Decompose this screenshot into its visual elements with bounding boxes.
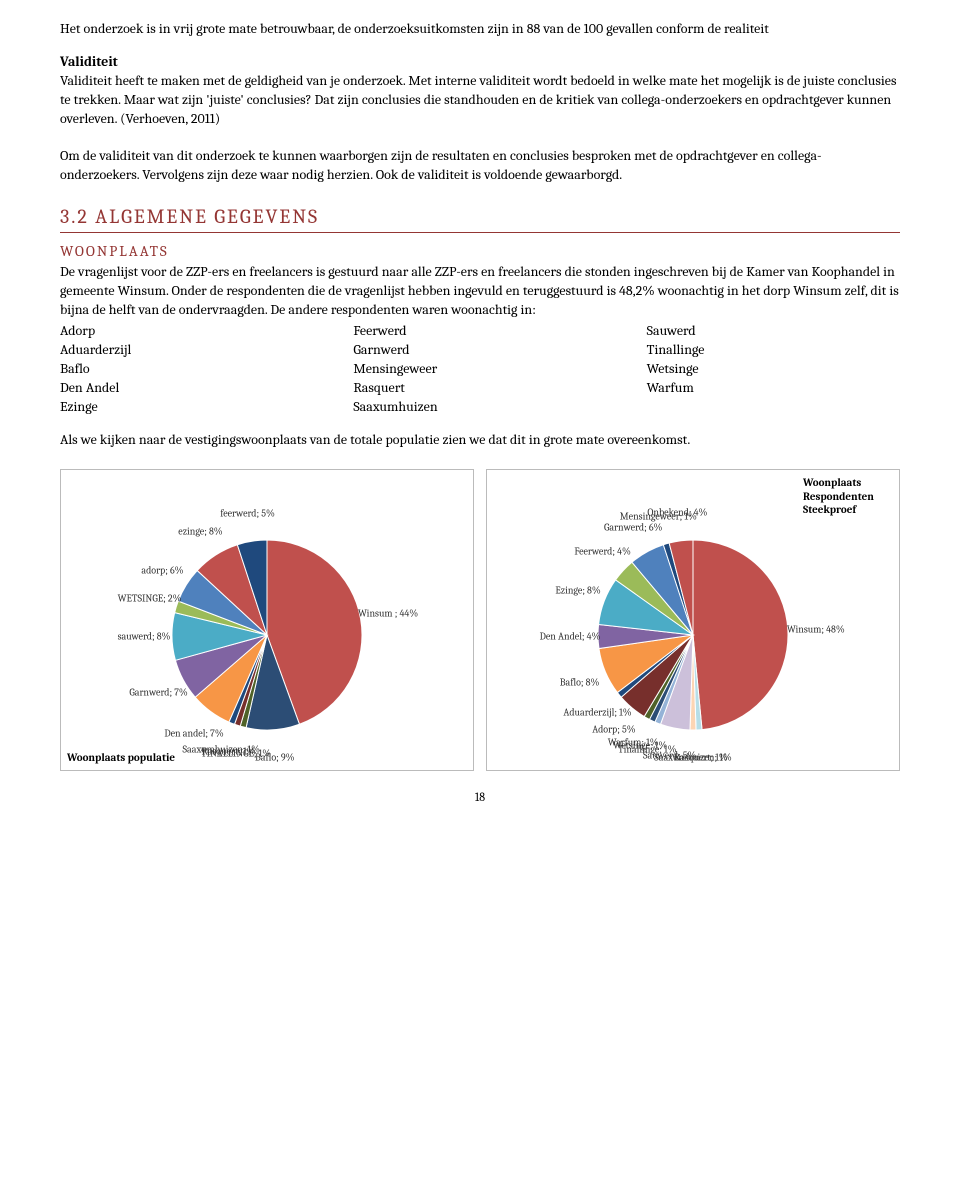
pie-label: Baflo; 8% xyxy=(560,676,600,690)
pie-label: Warfum; 1% xyxy=(608,736,659,750)
pie-label: Garnwerd; 7% xyxy=(129,687,187,701)
place-item: Tinallinge xyxy=(647,341,900,360)
place-item: Aduarderzijl xyxy=(60,341,313,360)
place-item: Rasquert xyxy=(353,379,606,398)
place-item: Baflo xyxy=(60,360,313,379)
place-item: Wetsinge xyxy=(647,360,900,379)
pie-right-svg: Winsum; 48%Rasquert; 1%Saaxumhuizen; 1%S… xyxy=(598,540,788,730)
places-col-1: Adorp Aduarderzijl Baflo Den Andel Ezing… xyxy=(60,322,313,416)
pie-label: Den andel; 7% xyxy=(164,728,223,742)
places-col-3: Sauwerd Tinallinge Wetsinge Warfum xyxy=(647,322,900,416)
pie-chart-populatie: Woonplaats populatie Winsum ; 44%Baflo; … xyxy=(60,469,474,771)
place-item: Adorp xyxy=(60,322,313,341)
conclusion-paragraph: Als we kijken naar de vestigingswoonplaa… xyxy=(60,431,900,450)
place-item: Warfum xyxy=(647,379,900,398)
pie-label: Winsum; 48% xyxy=(787,623,845,637)
pie-label: Ezinge; 8% xyxy=(555,585,600,599)
validiteit-text-1: Validiteit heeft te maken met de geldigh… xyxy=(60,72,896,127)
pie-left-svg: Winsum ; 44%Baflo; 9%TINALLINGE; 1%Rasqu… xyxy=(172,540,362,730)
pie-chart-steekproef: Woonplaats Respondenten Steekproef Winsu… xyxy=(486,469,900,771)
intro-paragraph: Het onderzoek is in vrij grote mate betr… xyxy=(60,20,900,39)
pie-label: sauwerd; 8% xyxy=(118,631,171,645)
places-columns: Adorp Aduarderzijl Baflo Den Andel Ezing… xyxy=(60,322,900,416)
validiteit-block: Validiteit Validiteit heeft te maken met… xyxy=(60,53,900,129)
woonplaats-heading: WOONPLAATS xyxy=(60,241,900,261)
place-item: Mensingeweer xyxy=(353,360,606,379)
page-number: 18 xyxy=(60,789,900,805)
place-item: Feerwerd xyxy=(353,322,606,341)
place-item: Den Andel xyxy=(60,379,313,398)
place-item: Sauwerd xyxy=(647,322,900,341)
pie-label: ezinge; 8% xyxy=(178,525,222,539)
chart-title-left: Woonplaats populatie xyxy=(67,751,175,764)
chart-title-right: Woonplaats Respondenten Steekproef xyxy=(803,476,893,516)
pie-label: WETSINGE; 2% xyxy=(118,592,182,606)
pie-slice xyxy=(693,540,788,730)
pie-label: Feerwerd; 4% xyxy=(574,545,631,559)
pie-label: Den Andel; 4% xyxy=(540,631,601,645)
section-3-2-heading: 3.2 ALGEMENE GEGEVENS xyxy=(60,203,900,233)
places-col-2: Feerwerd Garnwerd Mensingeweer Rasquert … xyxy=(353,322,606,416)
place-item: Saaxumhuizen xyxy=(353,398,606,417)
pie-label: Aduarderzijl; 1% xyxy=(563,706,631,720)
pie-label: adorp; 6% xyxy=(141,564,183,578)
validiteit-heading: Validiteit xyxy=(60,53,118,70)
pie-label: Onbekend; 4% xyxy=(647,507,707,521)
woonplaats-paragraph: De vragenlijst voor de ZZP-ers en freela… xyxy=(60,263,900,320)
pie-label: feerwerd; 5% xyxy=(220,507,275,521)
pie-label: Winsum ; 44% xyxy=(358,607,418,621)
charts-row: Woonplaats populatie Winsum ; 44%Baflo; … xyxy=(60,469,900,771)
validiteit-text-2: Om de validiteit van dit onderzoek te ku… xyxy=(60,147,900,185)
pie-label: Saaxumhuizen; 1% xyxy=(183,743,261,757)
place-item: Ezinge xyxy=(60,398,313,417)
place-item: Garnwerd xyxy=(353,341,606,360)
pie-label: Adorp; 5% xyxy=(592,723,635,737)
